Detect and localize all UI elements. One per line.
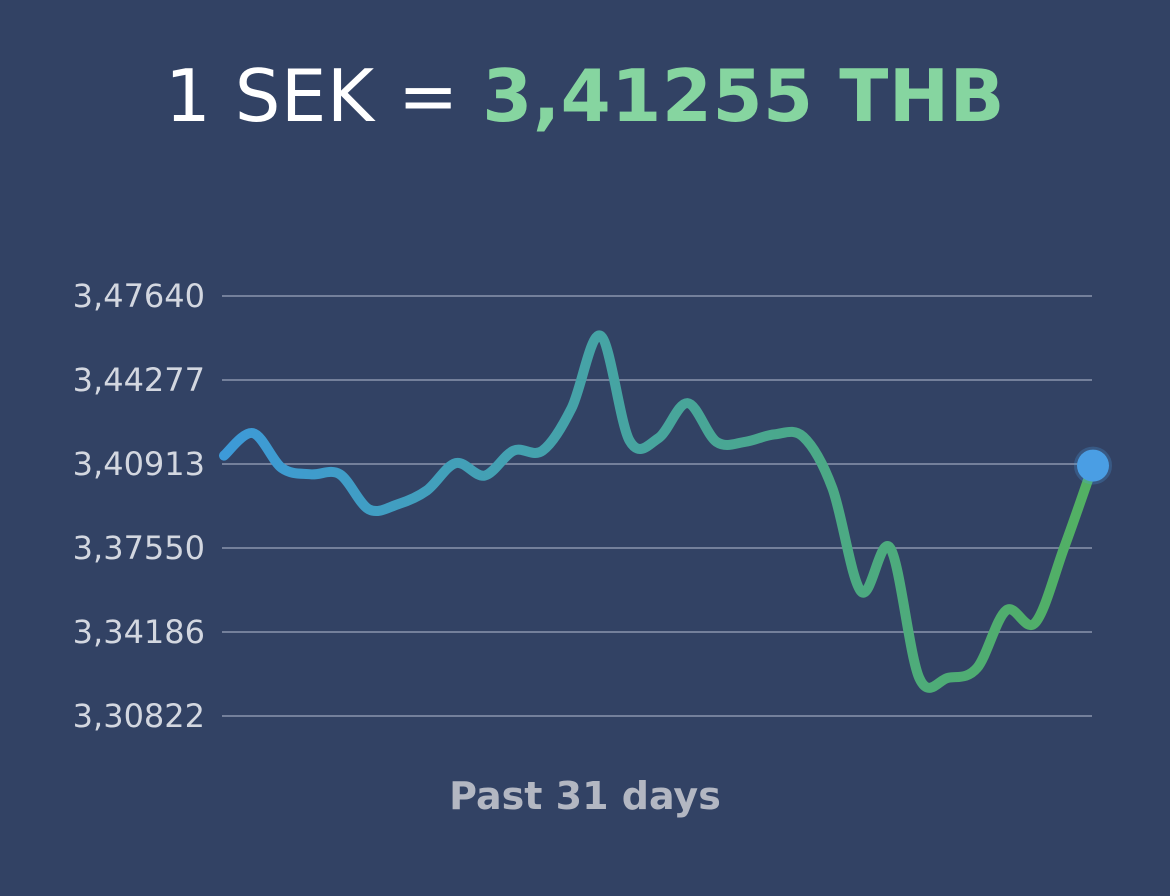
- data-points: [1074, 446, 1112, 485]
- base-currency: 1 SEK: [165, 54, 375, 138]
- y-tick-label: 3,44277: [73, 361, 205, 399]
- grid-layer: [222, 295, 1092, 717]
- period-label: Past 31 days: [449, 774, 721, 818]
- y-tick-label: 3,30822: [73, 697, 205, 735]
- y-tick-label: 3,34186: [73, 613, 205, 651]
- exchange-rate-value: 3,41255 THB: [482, 54, 1005, 138]
- y-tick-label: 3,47640: [73, 277, 205, 315]
- series-line: [219, 330, 1098, 693]
- rate-headline: 1 SEK = 3,41255 THB: [0, 50, 1170, 142]
- y-tick-label: 3,37550: [73, 529, 205, 567]
- y-tick-label: 3,40913: [73, 445, 205, 483]
- current-rate-point: [1074, 446, 1112, 485]
- equals-sign: =: [398, 54, 459, 138]
- y-axis-ticks: 3,47640 3,44277 3,40913 3,37550 3,34186 3,308…: [73, 277, 205, 735]
